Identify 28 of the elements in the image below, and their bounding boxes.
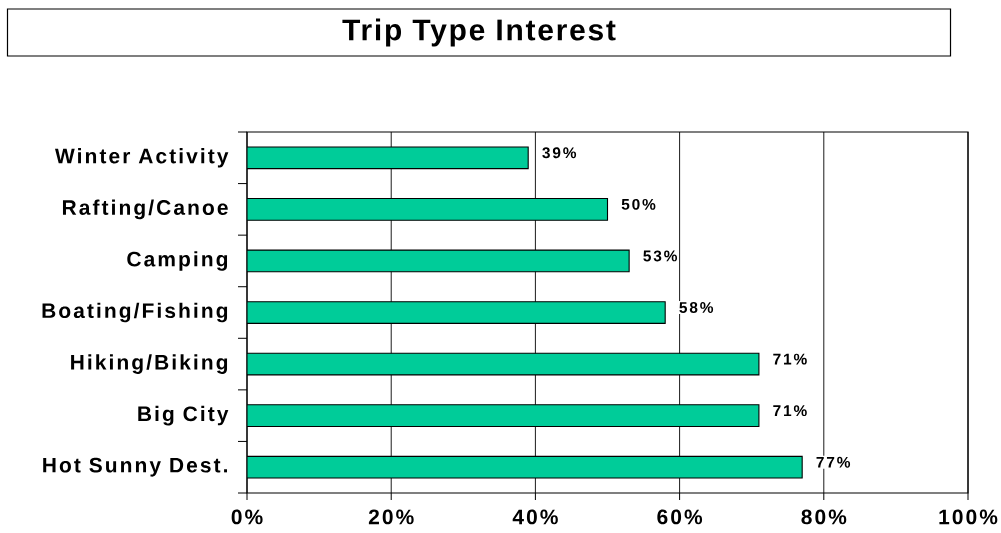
- bar: [247, 301, 666, 324]
- x-tick-label: 100%: [939, 509, 998, 525]
- x-tick-label: 20%: [368, 509, 414, 525]
- y-tick-label: Big City: [138, 405, 229, 426]
- x-tick-label: 0%: [231, 509, 263, 525]
- data-label: 53%: [643, 250, 678, 262]
- chart-title: Trip Type Interest: [342, 18, 616, 47]
- x-tick-label: 60%: [657, 509, 703, 525]
- bar: [247, 146, 529, 170]
- y-tick-label: Hot Sunny Dest.: [43, 457, 228, 477]
- data-label: 71%: [773, 353, 807, 365]
- y-tick-label: Boating/Fishing: [42, 302, 228, 323]
- bar: [247, 455, 803, 479]
- bar: [247, 404, 760, 428]
- y-tick-label: Winter Activity: [55, 148, 229, 168]
- y-tick-label: Rafting/Canoe: [62, 199, 228, 220]
- data-label: 58%: [679, 302, 714, 313]
- data-label: 77%: [816, 456, 851, 468]
- x-tick-label: 80%: [801, 509, 847, 525]
- y-tick-label: Hiking/Biking: [71, 354, 228, 374]
- data-label: 39%: [542, 147, 577, 159]
- x-tick-label: 40%: [512, 509, 558, 525]
- y-tick-label: Camping: [127, 251, 228, 271]
- bar: [247, 197, 609, 221]
- bar: [247, 352, 760, 376]
- data-label: 71%: [773, 405, 807, 417]
- data-label: 50%: [621, 198, 656, 210]
- bar: [247, 249, 630, 273]
